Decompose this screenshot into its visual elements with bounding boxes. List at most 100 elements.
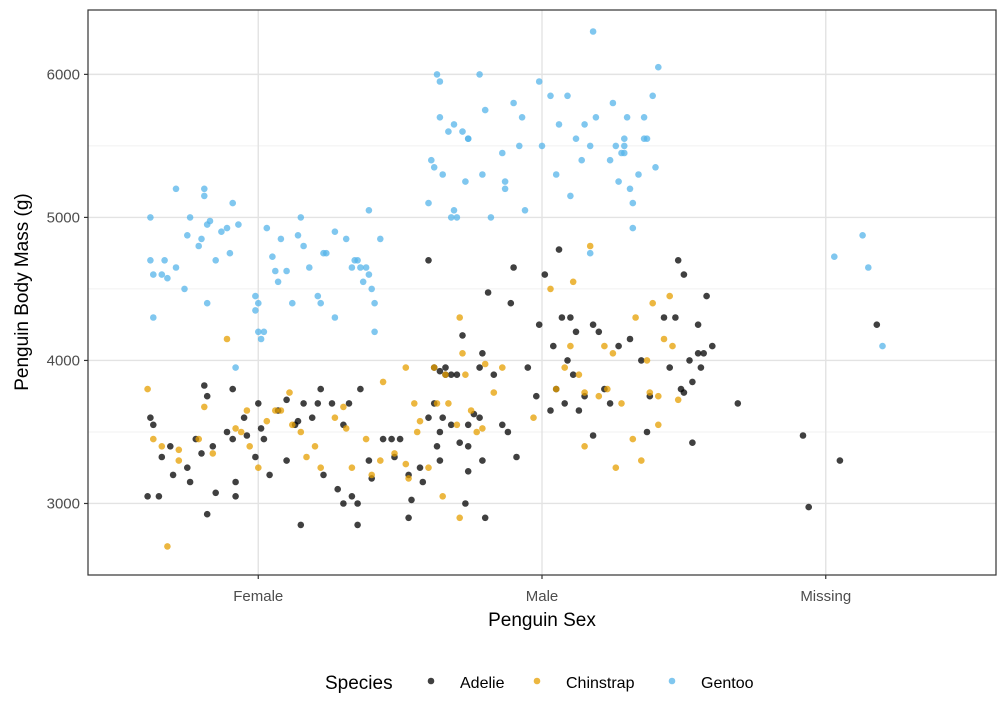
y-tick-label: 3000 bbox=[47, 495, 80, 512]
point-adelie bbox=[167, 443, 174, 450]
point-adelie bbox=[357, 385, 364, 393]
point-adelie bbox=[158, 453, 166, 461]
point-gentoo bbox=[589, 28, 597, 35]
point-adelie bbox=[499, 421, 506, 429]
point-adelie bbox=[433, 443, 441, 450]
point-adelie bbox=[425, 257, 432, 264]
point-adelie bbox=[836, 457, 844, 464]
x-tick-label: Missing bbox=[800, 588, 851, 605]
point-gentoo bbox=[229, 199, 236, 207]
point-gentoo bbox=[476, 71, 483, 78]
point-adelie bbox=[144, 493, 151, 500]
point-adelie bbox=[799, 432, 807, 439]
point-adelie bbox=[873, 321, 881, 329]
point-adelie bbox=[504, 428, 512, 436]
point-gentoo bbox=[362, 264, 370, 271]
point-gentoo bbox=[629, 199, 637, 207]
point-gentoo bbox=[289, 299, 296, 307]
point-adelie bbox=[464, 421, 472, 429]
point-adelie bbox=[203, 392, 211, 400]
point-adelie bbox=[169, 471, 177, 479]
point-chinstrap bbox=[331, 414, 339, 422]
point-gentoo bbox=[201, 185, 208, 193]
point-adelie bbox=[317, 385, 325, 393]
point-chinstrap bbox=[561, 364, 568, 371]
point-gentoo bbox=[147, 214, 154, 221]
point-adelie bbox=[464, 468, 472, 475]
point-adelie bbox=[314, 400, 322, 407]
legend-label-adelie: Adelie bbox=[460, 675, 505, 692]
point-chinstrap bbox=[669, 342, 676, 350]
point-chinstrap bbox=[660, 335, 668, 343]
point-chinstrap bbox=[547, 285, 554, 293]
y-tick-label: 4000 bbox=[47, 352, 80, 369]
point-adelie bbox=[606, 400, 614, 407]
point-gentoo bbox=[445, 128, 452, 135]
point-adelie bbox=[186, 478, 194, 486]
point-adelie bbox=[257, 425, 265, 432]
point-chinstrap bbox=[272, 407, 279, 414]
point-adelie bbox=[243, 432, 251, 439]
point-chinstrap bbox=[490, 389, 498, 396]
point-adelie bbox=[703, 292, 710, 300]
point-adelie bbox=[201, 382, 208, 389]
point-chinstrap bbox=[674, 396, 682, 404]
point-chinstrap bbox=[411, 400, 418, 407]
point-adelie bbox=[709, 342, 716, 350]
point-gentoo bbox=[501, 185, 509, 193]
point-gentoo bbox=[609, 99, 617, 107]
point-gentoo bbox=[203, 299, 211, 307]
point-adelie bbox=[569, 371, 577, 379]
point-gentoo bbox=[212, 257, 219, 264]
point-chinstrap bbox=[150, 435, 157, 443]
point-gentoo bbox=[257, 335, 265, 343]
point-chinstrap bbox=[530, 414, 537, 422]
point-gentoo bbox=[184, 232, 191, 239]
point-chinstrap bbox=[263, 417, 271, 425]
point-chinstrap bbox=[362, 435, 370, 443]
point-chinstrap bbox=[340, 403, 347, 411]
x-tick-label: Male bbox=[526, 588, 559, 605]
point-gentoo bbox=[547, 92, 554, 100]
point-chinstrap bbox=[416, 417, 424, 425]
point-gentoo bbox=[186, 214, 194, 221]
point-gentoo bbox=[359, 278, 367, 286]
point-adelie bbox=[462, 500, 469, 507]
point-adelie bbox=[436, 367, 444, 375]
legend-label-chinstrap: Chinstrap bbox=[566, 675, 635, 692]
point-adelie bbox=[567, 314, 574, 321]
point-gentoo bbox=[354, 257, 361, 264]
point-chinstrap bbox=[402, 460, 410, 468]
point-gentoo bbox=[314, 292, 322, 300]
point-gentoo bbox=[538, 142, 546, 150]
point-chinstrap bbox=[144, 385, 151, 393]
point-gentoo bbox=[453, 214, 461, 221]
point-gentoo bbox=[277, 235, 285, 243]
point-gentoo bbox=[252, 292, 259, 300]
point-chinstrap bbox=[201, 403, 208, 411]
point-chinstrap bbox=[433, 400, 441, 407]
point-chinstrap bbox=[655, 421, 662, 429]
point-adelie bbox=[320, 471, 327, 479]
point-gentoo bbox=[436, 78, 444, 85]
point-adelie bbox=[240, 414, 248, 422]
point-adelie bbox=[408, 496, 415, 504]
point-adelie bbox=[541, 271, 549, 278]
point-adelie bbox=[481, 514, 489, 522]
point-chinstrap bbox=[442, 371, 449, 379]
point-gentoo bbox=[195, 242, 202, 250]
point-gentoo bbox=[578, 156, 585, 164]
point-gentoo bbox=[206, 217, 214, 225]
point-chinstrap bbox=[481, 360, 489, 368]
point-gentoo bbox=[365, 271, 373, 278]
point-chinstrap bbox=[379, 378, 387, 386]
point-adelie bbox=[232, 493, 239, 500]
point-adelie bbox=[479, 457, 486, 464]
x-tick-label: Female bbox=[233, 588, 283, 605]
point-adelie bbox=[147, 414, 154, 422]
point-chinstrap bbox=[643, 357, 651, 364]
point-adelie bbox=[419, 478, 427, 486]
point-adelie bbox=[459, 332, 466, 339]
point-adelie bbox=[209, 443, 217, 450]
point-gentoo bbox=[447, 214, 455, 221]
